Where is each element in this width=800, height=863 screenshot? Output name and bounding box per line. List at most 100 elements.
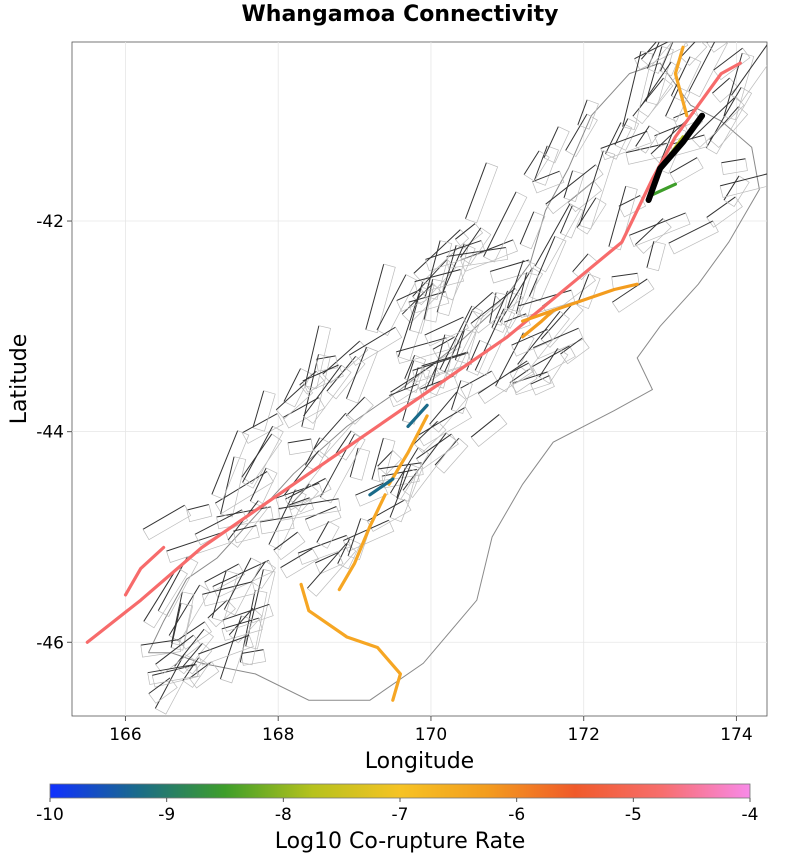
fault-trace: [706, 42, 709, 43]
fault-trace: [178, 621, 206, 640]
fault-trace: [376, 274, 407, 331]
x-tick-label: 166: [109, 725, 141, 745]
fault-plane-outline: [285, 478, 332, 511]
fault-plane-outline: [166, 531, 230, 563]
fault-plane-outline: [291, 483, 319, 513]
fault-trace: [632, 77, 664, 117]
fault-plane-outline: [395, 337, 451, 364]
fault-plane-outline: [491, 290, 520, 333]
fault-trace: [349, 447, 359, 478]
fault-trace: [441, 243, 465, 296]
fault-plane-outline: [207, 599, 236, 628]
fault-trace: [578, 150, 604, 226]
fault-trace: [345, 346, 368, 399]
fault-plane-outline: [259, 516, 295, 535]
fault-plane-outline: [346, 396, 374, 425]
fault-plane-outline: [313, 412, 356, 459]
fault-trace: [634, 42, 669, 60]
fault-trace: [622, 51, 642, 127]
fault-trace: [252, 390, 265, 428]
fault-plane-outline: [389, 464, 423, 523]
fault-trace: [719, 173, 767, 187]
fault-plane-outline: [668, 220, 719, 255]
x-axis-label: Longitude: [365, 749, 474, 774]
fault-trace: [721, 158, 746, 164]
fault-trace: [335, 430, 352, 454]
fault-trace: [424, 316, 464, 336]
fault-trace: [532, 170, 560, 183]
fault-trace: [371, 437, 384, 480]
fault-trace: [409, 287, 422, 331]
fault-trace: [612, 278, 648, 303]
fault-plane-outline: [425, 240, 453, 300]
map-panel: [71, 0, 768, 717]
chart-title: Whangamoa Connectivity: [241, 2, 559, 27]
fault-plane-outline: [622, 50, 654, 130]
fault-plane-outline: [212, 560, 275, 598]
x-tick-label: 174: [720, 725, 752, 745]
fault-plane-outline: [532, 345, 576, 378]
fault-plane-outline: [148, 677, 178, 704]
fault-plane-outline: [529, 235, 567, 302]
fault-trace: [528, 236, 556, 297]
fault-plane-outline: [214, 471, 274, 514]
fault-plane-outline: [532, 171, 565, 194]
fault-trace: [560, 337, 583, 355]
fault-trace: [416, 433, 452, 460]
fault-plane-outline: [565, 113, 598, 158]
fault-trace: [182, 657, 200, 681]
fault-plane-outline: [224, 557, 263, 616]
fault-trace: [455, 223, 476, 240]
fault-trace: [212, 559, 269, 587]
fault-trace: [283, 368, 302, 402]
fault-plane-outline: [635, 218, 672, 254]
fault-plane-outline: [507, 259, 536, 313]
fault-plane-outline: [425, 240, 486, 272]
y-tick-label: -44: [36, 423, 64, 443]
fault-plane-outline: [424, 278, 445, 323]
fault-plane-outline: [520, 211, 546, 250]
fault-trace: [155, 634, 194, 665]
fault-plane-outline: [171, 602, 194, 651]
fault-plane-outline: [533, 145, 559, 186]
fault-trace: [397, 281, 424, 357]
fault-plane-outline: [388, 384, 423, 408]
fault-trace: [450, 380, 462, 410]
rupture-trace-5: [387, 414, 429, 486]
fault-trace: [143, 567, 178, 622]
fault-plane-outline: [168, 584, 211, 643]
fault-plane-outline: [155, 634, 202, 675]
fault-trace: [326, 355, 357, 392]
fault-plane-outline: [304, 506, 342, 531]
fault-trace: [302, 364, 342, 417]
fault-trace: [477, 360, 528, 394]
fault-plane-outline: [241, 413, 284, 444]
fault-trace: [280, 548, 313, 569]
fault-trace: [414, 269, 461, 283]
colorbar-label: Log10 Co-rupture Rate: [275, 829, 526, 854]
rupture-trace-0: [85, 61, 742, 644]
fault-trace: [322, 340, 361, 375]
fault-plane-outline: [717, 0, 749, 12]
y-axis-label: Latitude: [7, 334, 32, 425]
fault-plane-outline: [377, 462, 424, 482]
fault-plane-outline: [646, 240, 666, 272]
rupture-trace-6: [337, 493, 387, 592]
fault-plane-outline: [451, 380, 473, 414]
fault-plane-outline: [516, 272, 539, 318]
fault-plane-outline: [723, 52, 755, 121]
fault-trace: [665, 87, 680, 117]
fault-trace: [189, 661, 212, 679]
x-tick-label: 172: [567, 725, 599, 745]
fault-trace: [640, 42, 657, 60]
fault-trace: [559, 205, 573, 234]
fault-trace: [431, 334, 446, 386]
fault-plane-outline: [709, 106, 749, 149]
fault-plane-outline: [441, 243, 476, 301]
fault-plane-outline: [204, 563, 245, 594]
fault-trace: [669, 157, 698, 174]
fault-plane-outline: [424, 316, 469, 347]
fault-trace: [241, 649, 264, 655]
fault-plane-outline: [489, 259, 533, 284]
